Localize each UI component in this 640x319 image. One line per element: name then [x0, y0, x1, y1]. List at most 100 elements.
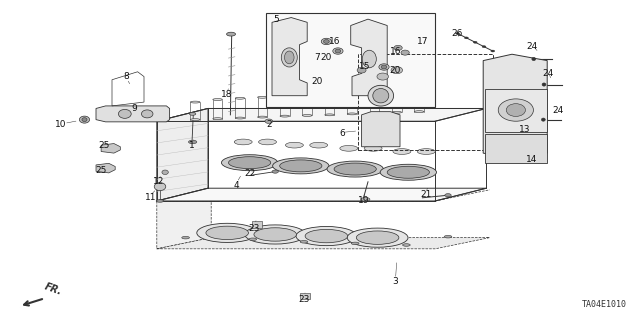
Ellipse shape — [491, 50, 495, 52]
Text: 12: 12 — [153, 177, 164, 186]
Ellipse shape — [327, 161, 383, 177]
Ellipse shape — [197, 223, 257, 242]
Ellipse shape — [391, 67, 403, 74]
Ellipse shape — [212, 118, 223, 120]
Ellipse shape — [212, 99, 223, 100]
Ellipse shape — [249, 238, 257, 241]
Ellipse shape — [244, 225, 306, 244]
Text: 13: 13 — [519, 125, 531, 134]
Ellipse shape — [334, 163, 376, 175]
Text: 20: 20 — [321, 53, 332, 62]
Ellipse shape — [368, 85, 394, 106]
Ellipse shape — [257, 116, 268, 118]
Ellipse shape — [415, 91, 424, 93]
Polygon shape — [157, 108, 208, 201]
Ellipse shape — [357, 67, 366, 73]
Ellipse shape — [323, 40, 329, 43]
Bar — [252, 221, 262, 228]
Ellipse shape — [347, 93, 357, 95]
Text: FR.: FR. — [44, 281, 64, 297]
Ellipse shape — [403, 244, 410, 246]
Ellipse shape — [282, 48, 298, 67]
Ellipse shape — [377, 73, 388, 80]
Text: 16: 16 — [329, 37, 340, 46]
Text: 23: 23 — [298, 295, 310, 304]
Text: 6: 6 — [340, 130, 345, 138]
Ellipse shape — [280, 95, 290, 97]
Polygon shape — [157, 188, 486, 201]
Ellipse shape — [361, 197, 370, 201]
Text: 3: 3 — [393, 277, 398, 286]
Ellipse shape — [280, 160, 322, 172]
Ellipse shape — [254, 228, 296, 241]
Text: 4: 4 — [234, 181, 239, 189]
Text: 5: 5 — [274, 15, 279, 24]
Ellipse shape — [236, 117, 245, 119]
Ellipse shape — [482, 46, 486, 48]
Text: 25: 25 — [99, 141, 110, 150]
Ellipse shape — [285, 142, 303, 148]
Ellipse shape — [456, 33, 460, 34]
Ellipse shape — [236, 97, 245, 99]
Ellipse shape — [506, 104, 525, 116]
Ellipse shape — [347, 113, 357, 115]
Polygon shape — [485, 89, 547, 132]
Text: TA04E1010: TA04E1010 — [582, 300, 627, 309]
Ellipse shape — [394, 45, 403, 50]
Text: 14: 14 — [525, 155, 537, 164]
Ellipse shape — [227, 32, 236, 36]
Text: 23: 23 — [248, 224, 260, 233]
Ellipse shape — [188, 140, 197, 144]
Ellipse shape — [445, 194, 451, 197]
Ellipse shape — [372, 89, 388, 103]
Ellipse shape — [340, 145, 358, 151]
Ellipse shape — [542, 83, 546, 86]
Polygon shape — [157, 108, 486, 121]
Ellipse shape — [356, 231, 399, 244]
Ellipse shape — [499, 99, 534, 121]
Polygon shape — [362, 112, 400, 147]
Bar — [358, 54, 493, 150]
Ellipse shape — [473, 41, 477, 43]
Ellipse shape — [369, 92, 379, 94]
Text: 8: 8 — [124, 72, 129, 81]
Text: 20: 20 — [389, 66, 401, 75]
Ellipse shape — [310, 142, 328, 148]
Polygon shape — [272, 18, 307, 96]
Ellipse shape — [302, 94, 312, 96]
Ellipse shape — [82, 118, 87, 122]
Ellipse shape — [162, 170, 168, 174]
Ellipse shape — [380, 164, 436, 180]
Text: 2: 2 — [266, 120, 271, 129]
Ellipse shape — [532, 57, 536, 61]
Ellipse shape — [273, 158, 329, 174]
Ellipse shape — [381, 65, 387, 69]
Ellipse shape — [79, 116, 90, 123]
Text: 22: 22 — [244, 169, 255, 178]
Ellipse shape — [118, 109, 131, 118]
Ellipse shape — [364, 145, 382, 151]
Ellipse shape — [191, 119, 200, 121]
Ellipse shape — [156, 200, 164, 202]
Ellipse shape — [234, 139, 252, 145]
Ellipse shape — [300, 241, 308, 243]
Ellipse shape — [351, 242, 359, 245]
Text: 11: 11 — [145, 193, 156, 202]
Ellipse shape — [272, 170, 278, 173]
Ellipse shape — [206, 226, 248, 240]
Ellipse shape — [362, 50, 376, 68]
Text: 24: 24 — [543, 69, 554, 78]
Ellipse shape — [321, 38, 332, 45]
Bar — [266, 13, 435, 107]
Text: 1: 1 — [189, 141, 195, 150]
Ellipse shape — [387, 166, 429, 178]
Text: 10: 10 — [55, 120, 67, 129]
Text: 16: 16 — [390, 47, 401, 56]
Ellipse shape — [182, 236, 189, 239]
Ellipse shape — [335, 49, 341, 53]
Text: 21: 21 — [420, 190, 431, 199]
Polygon shape — [485, 134, 547, 163]
Ellipse shape — [417, 149, 435, 154]
Ellipse shape — [191, 101, 200, 103]
Ellipse shape — [280, 115, 290, 117]
